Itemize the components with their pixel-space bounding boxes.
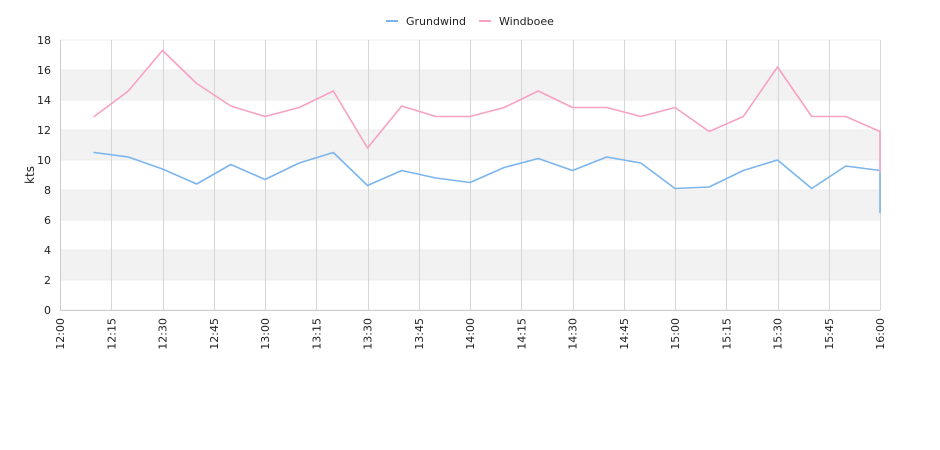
series-line-grundwind	[93, 151, 881, 214]
y-tick-label: 8	[44, 184, 51, 197]
y-tick-label: 12	[37, 124, 51, 137]
y-tick-label: 4	[44, 244, 51, 257]
x-tick-label: 13:45	[413, 318, 426, 350]
x-tick-label: 15:00	[669, 318, 682, 350]
y-tick-label: 14	[37, 94, 51, 107]
x-tick-label: 13:00	[259, 318, 272, 350]
x-tick-label: 13:30	[362, 318, 375, 350]
x-tick-label: 14:00	[464, 318, 477, 350]
y-tick-labels: 0 2 4 6 8 10 12 14 16 18	[37, 34, 51, 317]
x-tick-label: 14:30	[567, 318, 580, 350]
y-tick-label: 16	[37, 64, 51, 77]
x-tick-label: 12:00	[54, 318, 67, 350]
legend-item-windboee[interactable]: Windboee	[479, 15, 554, 28]
series-line-windboee	[93, 49, 881, 173]
x-tick-label: 14:15	[515, 318, 528, 350]
y-tick-label: 10	[37, 154, 51, 167]
x-tick-label: 16:00	[874, 318, 887, 350]
x-tick-label: 12:45	[208, 318, 221, 350]
y-axis-title: kts	[23, 166, 37, 184]
y-tick-label: 0	[44, 304, 51, 317]
x-tick-label: 14:45	[618, 318, 631, 350]
y-tick-label: 2	[44, 274, 51, 287]
legend-label: Grundwind	[406, 15, 466, 28]
x-tick-label: 12:30	[157, 318, 170, 350]
x-tick-labels: 12:00 12:15 12:30 12:45 13:00 13:15 13:30 13:45…	[54, 318, 887, 350]
x-tick-label: 13:15	[310, 318, 323, 350]
x-tick-label: 15:30	[772, 318, 785, 350]
legend[interactable]: Grundwind Windboee	[386, 15, 554, 28]
legend-label: Windboee	[499, 15, 554, 28]
legend-item-grundwind[interactable]: Grundwind	[386, 15, 466, 28]
y-tick-label: 6	[44, 214, 51, 227]
y-tick-label: 18	[37, 34, 51, 47]
x-tick-label: 12:15	[105, 318, 118, 350]
x-tick-label: 15:45	[823, 318, 836, 350]
series-lines	[93, 49, 881, 214]
x-tick-label: 15:15	[720, 318, 733, 350]
plot-frame	[60, 40, 880, 311]
